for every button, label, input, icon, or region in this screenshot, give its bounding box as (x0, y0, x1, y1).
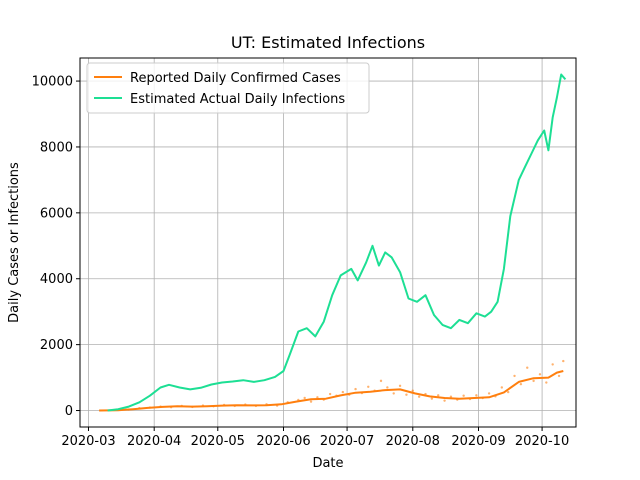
raw-reported-point (437, 394, 440, 397)
legend: Reported Daily Confirmed Cases Estimated… (86, 62, 370, 114)
raw-reported-point (386, 386, 389, 389)
chart-title: UT: Estimated Infections (231, 33, 425, 52)
estimated-infections-line (107, 73, 567, 412)
y-tick-label: 0 (65, 404, 73, 419)
raw-reported-point (328, 392, 332, 396)
plot-frame (79, 57, 577, 428)
raw-reported-point (513, 374, 516, 378)
y-tick-label: 8000 (40, 140, 73, 155)
raw-reported-point (519, 382, 523, 386)
legend-label-estimated: Estimated Actual Daily Infections (130, 92, 345, 107)
raw-reported-point (367, 385, 370, 389)
raw-reported-point (411, 389, 414, 392)
x-tick-label: 2020-05 (191, 434, 245, 449)
raw-reported-point (443, 399, 446, 402)
raw-reported-point (538, 373, 542, 376)
raw-reported-point (309, 400, 313, 403)
raw-reported-point (526, 366, 529, 369)
legend-box (86, 62, 370, 114)
x-tick-label: 2020-06 (256, 434, 310, 449)
y-tick-label: 2000 (40, 338, 73, 353)
x-tick-label: 2020-04 (127, 434, 181, 449)
y-tick-label: 6000 (40, 206, 73, 221)
raw-reported-point (379, 379, 383, 383)
raw-reported-point (487, 392, 491, 395)
axis-ticks: 2020-03 2020-04 2020-05 2020-06 2020-07 2020-… (32, 75, 570, 449)
x-tick-label: 2020-07 (320, 434, 374, 449)
y-tick-label: 10000 (32, 75, 73, 90)
raw-reported-point (392, 392, 395, 395)
raw-reported-point (500, 386, 504, 389)
raw-reported-point (545, 381, 548, 384)
series-lines (99, 73, 567, 412)
raw-reported-point (562, 359, 565, 363)
raw-reported-point (430, 397, 434, 400)
y-tick-label: 4000 (40, 272, 73, 287)
raw-reported-point (462, 394, 465, 397)
raw-reported-points (127, 359, 565, 411)
y-axis-title: Daily Cases or Infections (7, 162, 22, 323)
legend-label-reported: Reported Daily Confirmed Cases (130, 71, 341, 86)
raw-reported-point (398, 384, 402, 388)
raw-reported-point (506, 390, 510, 394)
reported-cases-line (99, 370, 564, 412)
x-tick-label: 2020-08 (386, 434, 440, 449)
x-tick-label: 2020-10 (515, 434, 569, 449)
x-tick-label: 2020-03 (61, 434, 115, 449)
raw-reported-point (551, 363, 554, 366)
raw-reported-point (557, 374, 561, 378)
raw-reported-point (405, 393, 408, 396)
raw-reported-point (316, 396, 319, 399)
raw-reported-point (341, 390, 345, 394)
raw-reported-point (532, 379, 535, 383)
x-tick-label: 2020-09 (451, 434, 505, 449)
raw-reported-point (303, 396, 306, 400)
raw-reported-point (354, 387, 357, 391)
raw-reported-point (475, 394, 478, 397)
x-axis-title: Date (312, 456, 343, 471)
raw-reported-point (417, 395, 421, 398)
